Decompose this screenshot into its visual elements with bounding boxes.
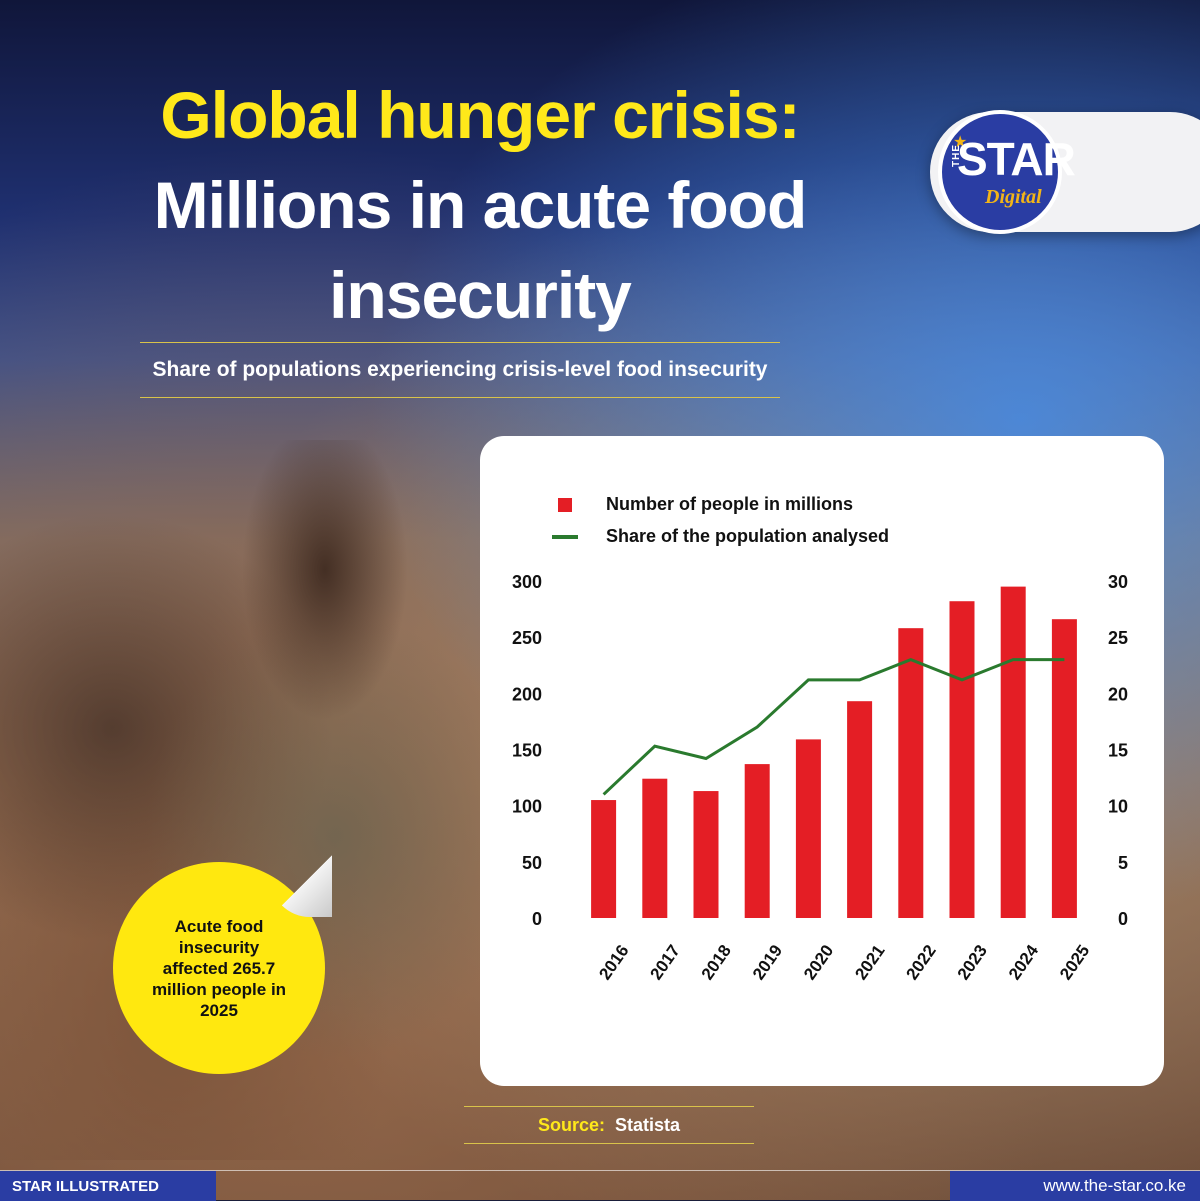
y-left-tick-label: 0 [532,909,542,929]
y-right-tick-label: 5 [1118,853,1128,873]
bar [950,601,975,918]
x-tick-label: 2019 [749,941,786,983]
x-tick-label: 2023 [954,941,991,983]
footer-website-link[interactable]: www.the-star.co.ke [950,1171,1200,1201]
y-left-tick-label: 100 [512,797,542,817]
source-label: Source: [538,1115,605,1136]
bar [847,701,872,918]
chart-card: Number of people in millions Share of th… [480,436,1164,1086]
share-line [604,660,1065,795]
title-line-3: insecurity [0,250,960,340]
y-right-tick-label: 10 [1108,797,1128,817]
bar [898,628,923,918]
y-left-tick-label: 50 [522,853,542,873]
bar [694,791,719,918]
source-name: Statista [615,1115,680,1136]
x-tick-label: 2021 [851,941,888,983]
y-left-tick-label: 300 [512,572,542,592]
x-tick-label: 2017 [647,941,684,983]
title-line-2: Millions in acute food [0,160,960,250]
y-left-tick-label: 200 [512,684,542,704]
bar [1052,619,1077,918]
y-left-tick-label: 150 [512,741,542,761]
x-tick-label: 2022 [903,941,940,983]
x-tick-label: 2024 [1005,941,1043,983]
y-right-tick-label: 30 [1108,572,1128,592]
y-left-tick-label: 250 [512,628,542,648]
bar [745,764,770,918]
bar [642,779,667,918]
y-right-tick-label: 20 [1108,684,1128,704]
chart-subtitle: Share of populations experiencing crisis… [140,342,780,398]
callout-text: Acute food insecurity affected 265.7 mil… [144,916,294,1021]
x-tick-label: 2025 [1056,941,1093,983]
footer: STAR ILLUSTRATED www.the-star.co.ke [0,1170,1200,1201]
bar [591,800,616,918]
x-tick-label: 2020 [800,941,837,983]
footer-brand: STAR ILLUSTRATED [0,1171,216,1201]
y-right-tick-label: 15 [1108,741,1128,761]
x-tick-label: 2018 [698,941,735,983]
source-credit: Source: Statista [464,1106,754,1144]
logo-tagline: Digital [985,186,1042,209]
x-tick-label: 2016 [595,941,632,983]
logo-wordmark: STAR [957,132,1075,186]
bar [796,739,821,918]
y-right-tick-label: 25 [1108,628,1128,648]
y-right-tick-label: 0 [1118,909,1128,929]
page-title: Global hunger crisis: Millions in acute … [0,70,960,340]
title-line-1: Global hunger crisis: [0,70,960,160]
bar [1001,587,1026,918]
